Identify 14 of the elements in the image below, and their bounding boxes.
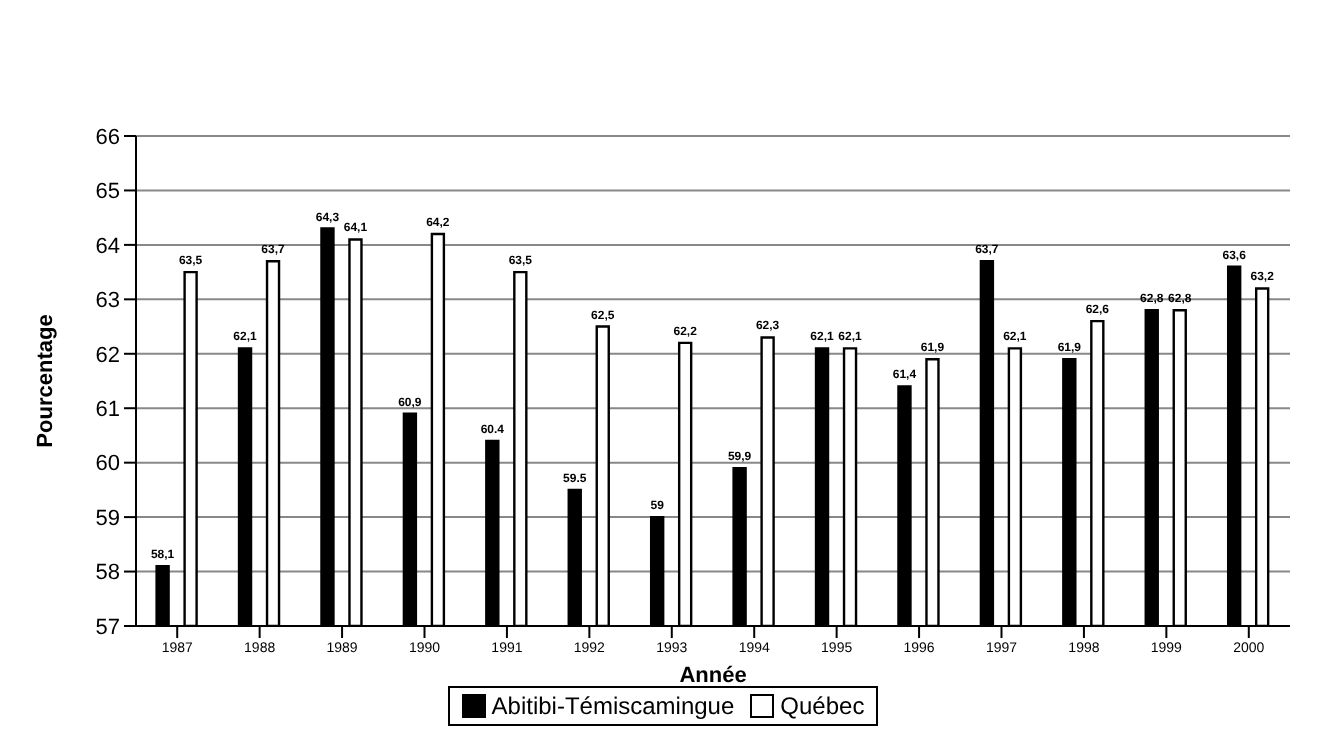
x-axis-title: Année bbox=[679, 664, 747, 688]
y-tick-label: 64 bbox=[95, 234, 120, 259]
legend-label: Québec bbox=[778, 692, 865, 720]
y-axis-title: Pourcentage bbox=[33, 314, 58, 448]
y-tick-label: 61 bbox=[95, 398, 120, 423]
y-tick-label: 65 bbox=[95, 180, 120, 205]
y-tick-label: 66 bbox=[95, 125, 120, 150]
y-tick-label: 63 bbox=[95, 289, 120, 314]
y-tick-label: 57 bbox=[95, 615, 120, 640]
y-tick-label: 62 bbox=[95, 343, 120, 368]
legend-label: Abitibi-Témiscamingue bbox=[489, 692, 735, 720]
y-tick-label: 60 bbox=[95, 452, 120, 477]
y-tick-label: 59 bbox=[95, 506, 120, 531]
y-tick-label: 58 bbox=[95, 561, 120, 586]
